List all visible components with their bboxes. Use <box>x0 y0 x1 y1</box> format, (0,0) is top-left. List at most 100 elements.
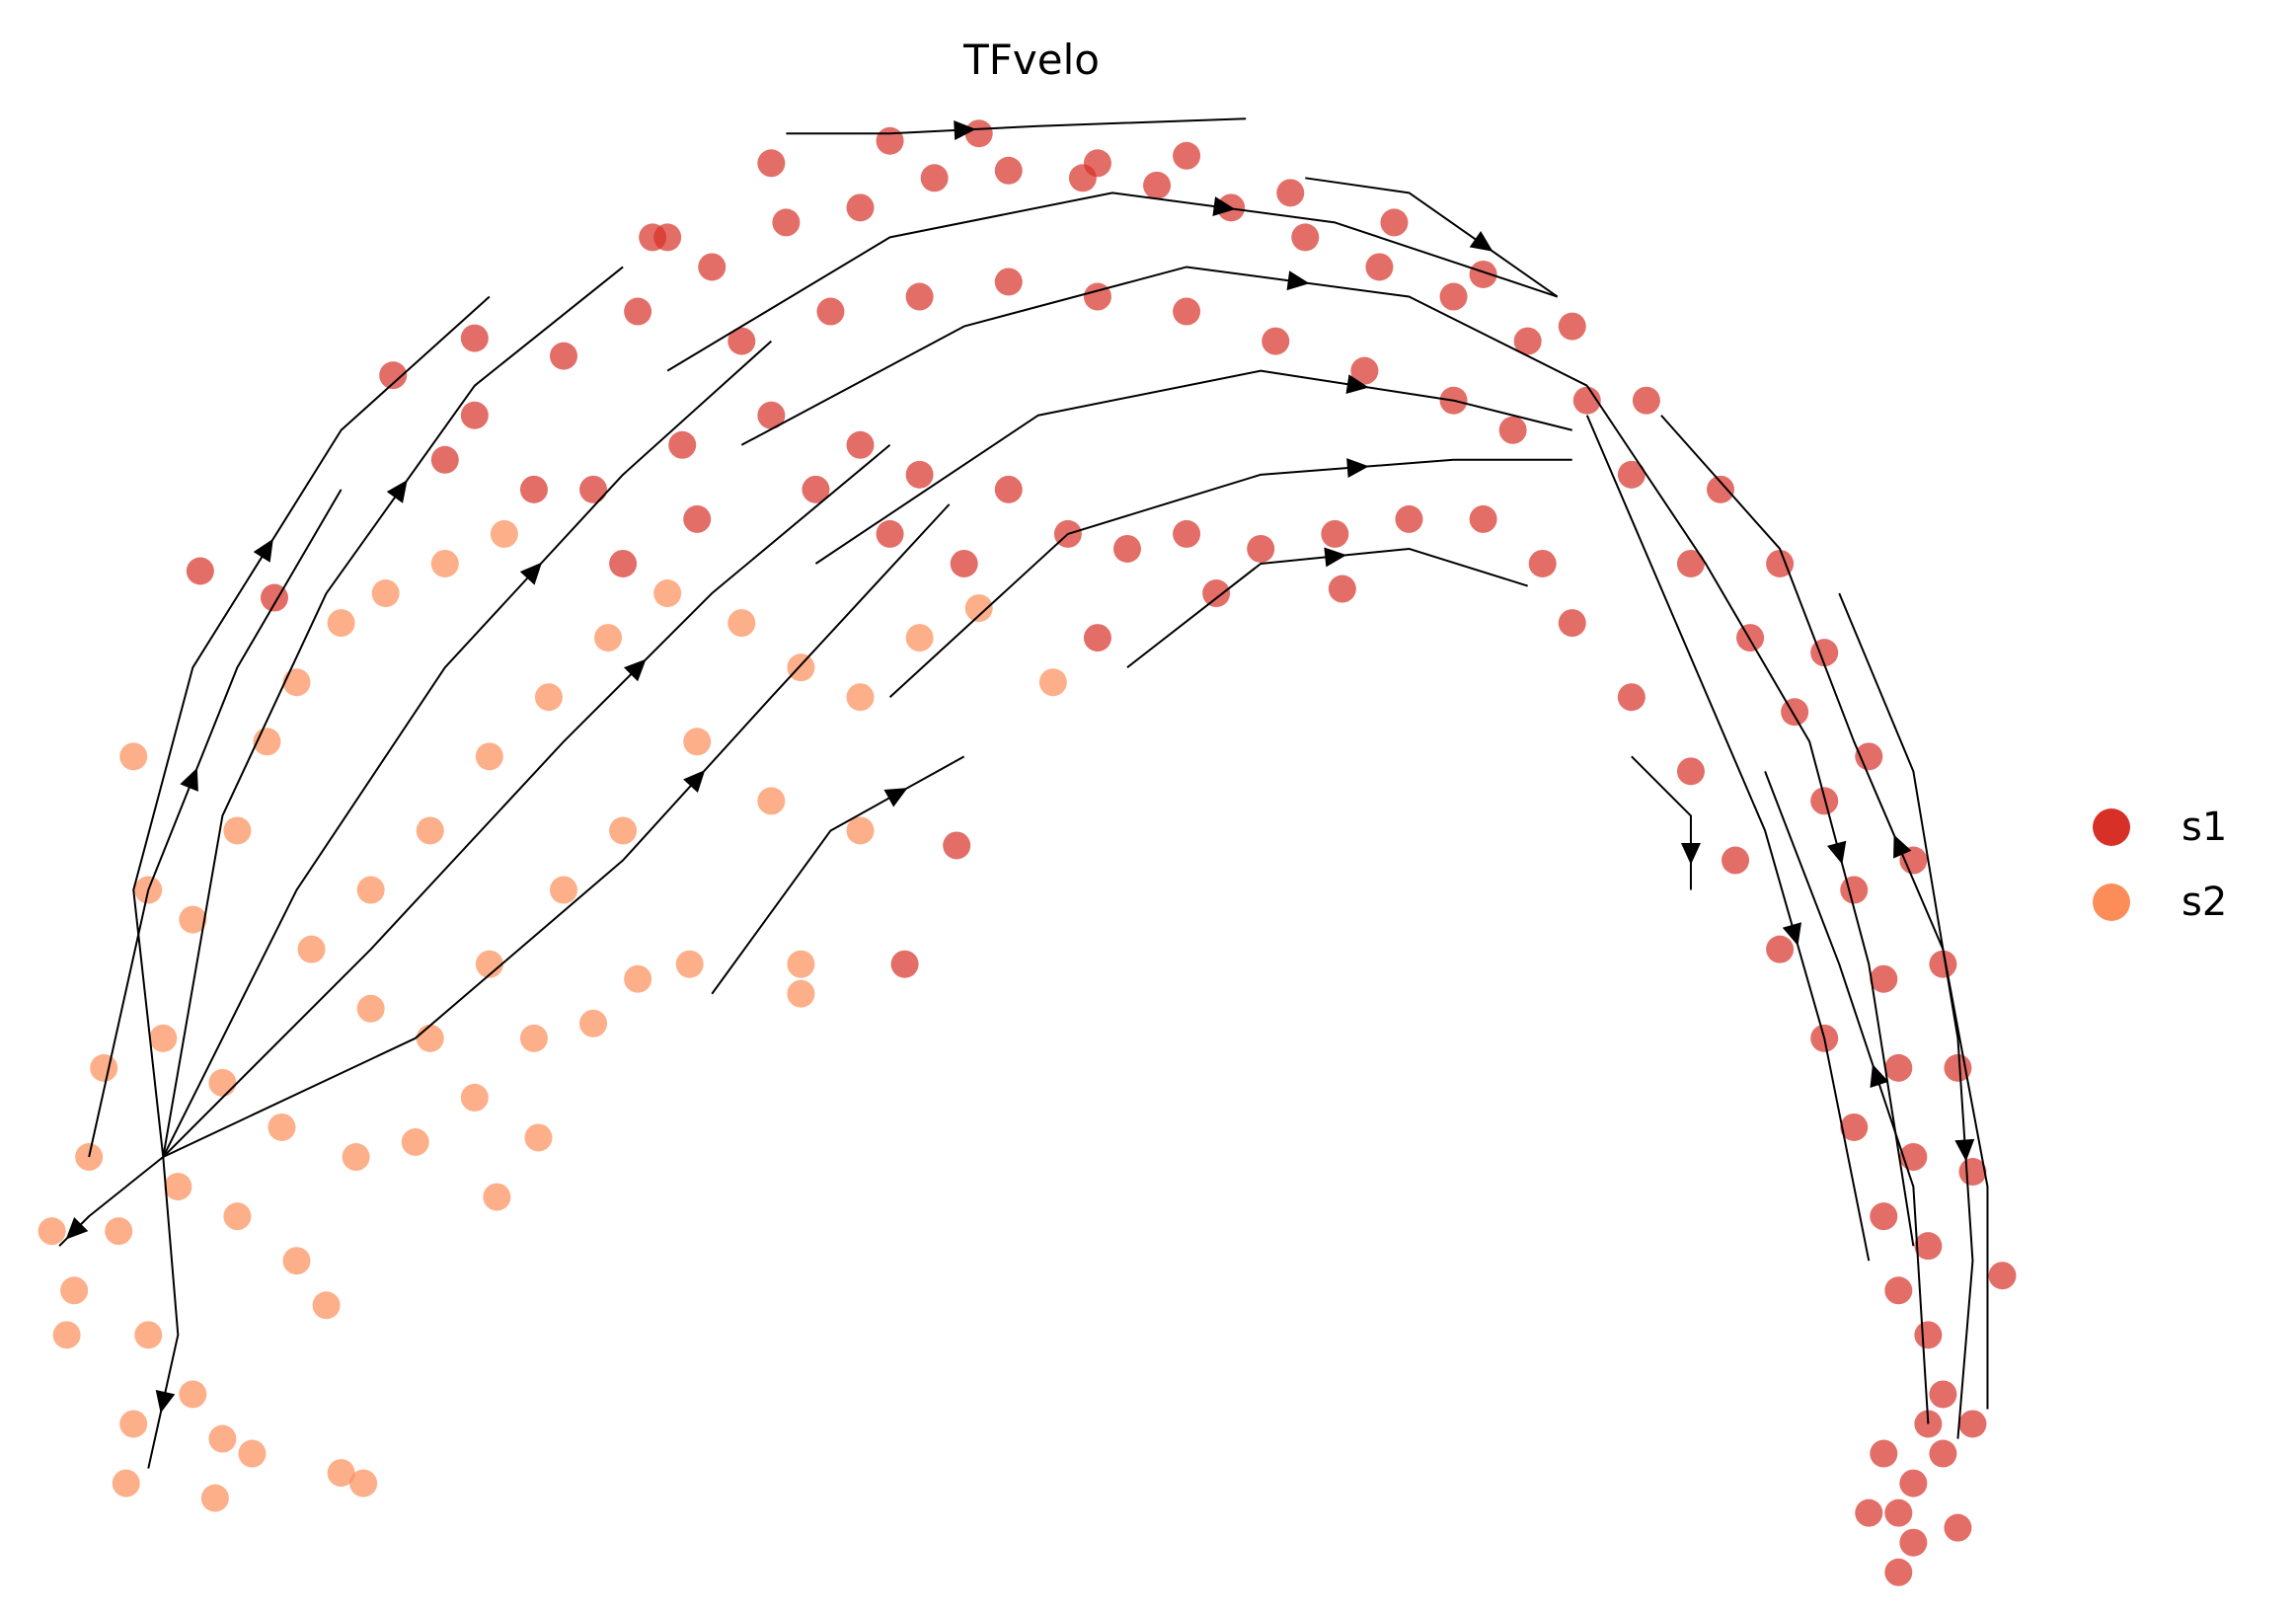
point-s1 <box>624 297 652 326</box>
point-s1 <box>609 549 638 577</box>
streamline-arrow <box>1324 547 1347 568</box>
point-s2 <box>675 950 704 978</box>
point-s1 <box>1558 312 1586 341</box>
point-s1 <box>1914 1232 1943 1261</box>
point-s1 <box>1736 624 1765 652</box>
point-s1 <box>1291 223 1320 252</box>
point-s1 <box>1781 698 1809 727</box>
point-s1 <box>1870 1439 1898 1468</box>
point-s2 <box>624 964 652 993</box>
point-s1 <box>1380 208 1409 237</box>
point-s2 <box>349 1469 378 1497</box>
point-s1 <box>757 149 786 178</box>
point-s2 <box>119 1410 148 1438</box>
point-s2 <box>149 1024 178 1052</box>
point-s1 <box>943 831 971 860</box>
streamline <box>1660 415 1989 1410</box>
point-s1 <box>1944 1513 1972 1542</box>
streamline-arrow <box>1346 458 1369 479</box>
point-s1 <box>1528 549 1557 577</box>
point-s1 <box>683 504 712 533</box>
point-s1 <box>1083 149 1111 178</box>
point-s1 <box>727 327 756 355</box>
point-s2 <box>371 579 400 608</box>
point-s2 <box>549 876 577 904</box>
point-s2 <box>119 742 148 771</box>
point-s2 <box>327 609 355 638</box>
point-s2 <box>524 1123 553 1152</box>
point-s1 <box>890 950 919 978</box>
streamline <box>162 340 773 1158</box>
point-s2 <box>268 1113 296 1141</box>
point-s2 <box>297 935 326 963</box>
point-s1 <box>1929 1439 1957 1468</box>
point-s1 <box>1722 846 1750 875</box>
streamline <box>162 266 624 1158</box>
point-s2 <box>60 1276 89 1305</box>
point-s1 <box>1870 964 1898 993</box>
point-s1 <box>1958 1410 1987 1438</box>
streamline-arrow <box>1286 270 1310 291</box>
point-s1 <box>757 401 786 429</box>
point-s2 <box>416 1024 444 1052</box>
point-s2 <box>416 816 444 845</box>
point-s1 <box>1855 742 1883 771</box>
streamline-arrow <box>1212 196 1236 216</box>
point-s1 <box>1498 416 1527 444</box>
point-s1 <box>846 430 875 459</box>
point-s1 <box>1707 475 1735 503</box>
streamline <box>814 369 1572 565</box>
point-s1 <box>950 549 978 577</box>
point-s2 <box>483 1183 511 1211</box>
point-s1 <box>1143 171 1172 199</box>
point-s2 <box>179 905 207 934</box>
point-s2 <box>200 1484 229 1512</box>
point-s2 <box>401 1128 429 1157</box>
point-s1 <box>1513 327 1542 355</box>
point-s2 <box>534 683 563 712</box>
point-s1 <box>1617 460 1645 489</box>
point-s2 <box>223 1202 252 1231</box>
point-s2 <box>208 1424 237 1453</box>
legend-item-s1: s1 <box>2093 790 2227 865</box>
point-s2 <box>38 1217 66 1246</box>
point-s2 <box>356 876 385 904</box>
point-s1 <box>186 557 214 585</box>
streamline <box>162 503 951 1158</box>
point-s1 <box>1469 260 1497 288</box>
point-s2 <box>683 728 712 756</box>
streamline <box>147 1156 180 1469</box>
streamlines-layer <box>58 117 1989 1469</box>
streamline-arrow <box>683 769 706 793</box>
point-s2 <box>179 1380 207 1409</box>
point-s2 <box>609 816 638 845</box>
point-s2 <box>594 624 623 652</box>
streamline-arrow <box>1680 842 1701 865</box>
point-s2 <box>223 816 252 845</box>
point-s1 <box>1321 519 1349 548</box>
streamline <box>740 266 1588 446</box>
streamline <box>666 192 1559 372</box>
point-s2 <box>757 787 786 815</box>
streamline <box>1126 547 1528 668</box>
streamline <box>132 295 491 1158</box>
streamline <box>786 117 1247 135</box>
point-s2 <box>342 1143 370 1172</box>
streamline <box>88 489 343 1158</box>
point-s1 <box>1914 1321 1943 1349</box>
point-s1 <box>1083 624 1111 652</box>
chart-title: TFvelo <box>963 36 1100 84</box>
point-s1 <box>549 342 577 370</box>
streamline-arrow <box>1954 1138 1975 1162</box>
point-s1 <box>1676 757 1705 786</box>
legend-marker-s1 <box>2093 808 2130 846</box>
streamline-arrow <box>253 538 273 563</box>
streamline-arrow <box>180 767 198 792</box>
point-s1 <box>1988 1262 2017 1290</box>
point-s1 <box>668 430 697 459</box>
point-s1 <box>1766 549 1795 577</box>
point-s1 <box>1173 141 1201 170</box>
point-s1 <box>994 156 1023 185</box>
point-s2 <box>727 609 756 638</box>
point-s1 <box>1676 549 1705 577</box>
